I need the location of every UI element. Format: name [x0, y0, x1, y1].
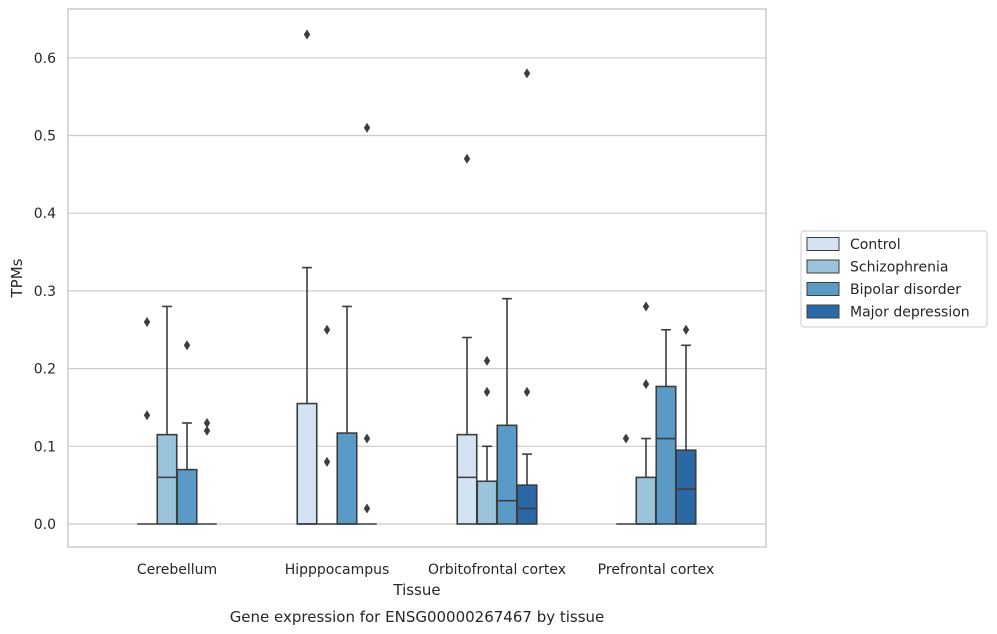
y-tick-label: 0.6 [34, 51, 56, 67]
legend-frame [800, 230, 988, 328]
box-group [156, 305, 178, 525]
outlier-point [143, 316, 151, 327]
legend-swatch [806, 282, 840, 296]
outlier-point [203, 417, 211, 428]
x-tick-label: Prefrontal cortex [598, 562, 715, 578]
outlier-point [483, 386, 491, 397]
outlier-point [303, 29, 311, 40]
box-group [357, 122, 377, 525]
legend-label: Bipolar disorder [850, 282, 961, 298]
outlier-point [363, 503, 371, 514]
box [496, 424, 518, 525]
box-group [675, 324, 697, 525]
y-axis-ticks: 0.0 0.1 0.2 0.3 0.4 0.5 0.6 [34, 51, 56, 533]
y-tick-label: 0.3 [34, 284, 56, 300]
box-groups [137, 29, 697, 525]
legend-swatch [806, 237, 840, 251]
box [456, 433, 478, 525]
box [156, 433, 178, 525]
box-group [317, 324, 337, 525]
legend-label: Major depression [850, 305, 970, 321]
outlier-point [323, 324, 331, 335]
box-group [516, 68, 538, 525]
outlier-point [682, 324, 690, 335]
x-axis-ticks: Cerebellum Hipppocampus Orbitofrontal cort… [137, 562, 714, 578]
legend-swatch [806, 304, 840, 319]
outlier-point [463, 153, 471, 164]
plot-frame [67, 8, 767, 548]
y-tick-label: 0.1 [34, 439, 56, 455]
outlier-point [363, 122, 371, 133]
box [516, 484, 538, 525]
box-group [616, 433, 636, 525]
box-group [137, 316, 157, 525]
box-group [176, 340, 198, 525]
legend: Control Schizophrenia Bipolar disorder Majo… [800, 230, 988, 328]
box-group [456, 153, 478, 525]
y-tick-label: 0.0 [34, 517, 56, 533]
x-axis-label: Tissue [392, 581, 440, 599]
box-group [296, 29, 318, 525]
box-group [476, 355, 498, 525]
x-tick-label: Hipppocampus [285, 562, 390, 578]
outlier-point [203, 425, 211, 436]
outlier-point [323, 456, 331, 467]
box-group [635, 301, 657, 525]
grid-lines [68, 57, 766, 525]
box [296, 402, 318, 525]
box [635, 476, 657, 525]
outlier-point [363, 433, 371, 444]
box [176, 468, 198, 525]
y-tick-label: 0.5 [34, 129, 56, 145]
outlier-point [642, 301, 650, 312]
chart-caption: Gene expression for ENSG00000267467 by t… [230, 608, 605, 626]
legend-swatch [806, 259, 840, 274]
outlier-point [642, 379, 650, 390]
box [336, 432, 358, 525]
box [655, 385, 677, 525]
box-group [336, 305, 358, 525]
y-axis-label: TPMs [8, 258, 26, 298]
box-group [197, 417, 217, 525]
outlier-point [143, 410, 151, 421]
outlier-point [523, 386, 531, 397]
outlier-point [183, 340, 191, 351]
outlier-point [622, 433, 630, 444]
y-tick-label: 0.2 [34, 362, 56, 378]
box [675, 449, 697, 525]
box-group [496, 297, 518, 525]
legend-label: Schizophrenia [850, 260, 948, 276]
box [476, 480, 498, 525]
legend-label: Control [850, 237, 901, 253]
y-tick-label: 0.4 [34, 206, 56, 222]
x-tick-label: Orbitofrontal cortex [428, 562, 566, 578]
box-group [655, 328, 677, 525]
outlier-point [523, 68, 531, 79]
x-tick-label: Cerebellum [137, 562, 217, 578]
outlier-point [483, 355, 491, 366]
